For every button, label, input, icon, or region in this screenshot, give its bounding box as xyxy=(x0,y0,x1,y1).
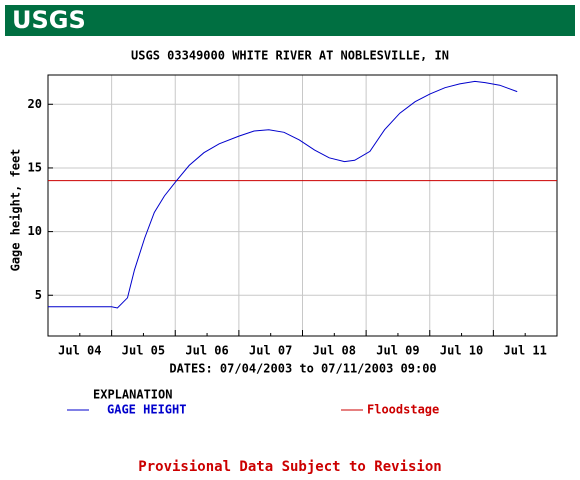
x-tick-label: Jul 06 xyxy=(185,344,228,358)
x-tick-label: Jul 10 xyxy=(440,344,483,358)
y-tick-label: 5 xyxy=(35,288,42,302)
logo: USGS xyxy=(12,6,86,34)
x-tick-label: Jul 07 xyxy=(249,344,292,358)
header-bar xyxy=(5,5,575,36)
x-tick-label: Jul 11 xyxy=(504,344,547,358)
x-tick-label: Jul 08 xyxy=(313,344,356,358)
legend-label: GAGE HEIGHT xyxy=(107,403,186,417)
x-tick-label: Jul 05 xyxy=(122,344,165,358)
legend-label: Floodstage xyxy=(367,403,439,417)
chart-title: USGS 03349000 WHITE RIVER AT NOBLESVILLE… xyxy=(131,49,449,63)
y-tick-label: 10 xyxy=(28,224,42,238)
legend-title: EXPLANATION xyxy=(93,388,172,402)
x-tick-label: Jul 09 xyxy=(376,344,419,358)
y-axis-label: Gage height, feet xyxy=(9,149,23,272)
x-tick-label: Jul 04 xyxy=(58,344,101,358)
y-tick-label: 20 xyxy=(28,97,42,111)
plot-frame xyxy=(47,74,558,337)
y-tick-label: 15 xyxy=(28,160,42,174)
gage-line xyxy=(48,80,518,309)
footer-note: Provisional Data Subject to Revision xyxy=(138,459,441,475)
x-axis-label: DATES: 07/04/2003 to 07/11/2003 09:00 xyxy=(169,362,436,376)
